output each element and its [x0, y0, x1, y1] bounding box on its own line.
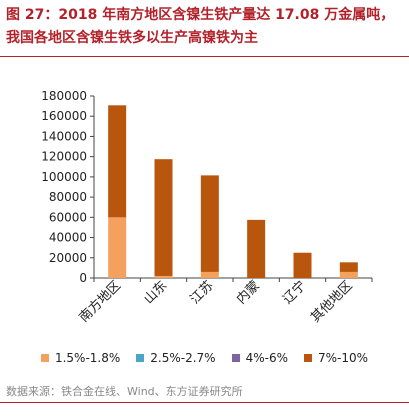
- y-tick-label: 20000: [49, 251, 87, 265]
- bar-segment: [339, 271, 358, 278]
- title-line-2: 我国各地区含镍生铁多以生产高镍铁为主: [6, 30, 258, 46]
- category-label: 江苏: [187, 278, 217, 308]
- title-line-1: 图 27：2018 年南方地区含镍生铁产量达 17.08 万金属吨，: [6, 7, 395, 23]
- bar-segment: [154, 159, 173, 276]
- source-note: 数据来源：铁合金在线、Wind、东方证券研究所: [6, 385, 243, 398]
- chart-legend: 1.5%-1.8% 2.5%-2.7% 4%-6% 7%-10%: [0, 348, 409, 368]
- y-tick-label: 140000: [41, 129, 87, 143]
- category-label: 山东: [141, 278, 170, 307]
- bar-segment: [154, 275, 173, 278]
- title-divider: [0, 56, 409, 57]
- legend-swatch: [136, 354, 145, 362]
- bar-segment: [247, 219, 266, 278]
- bar-segment: [339, 262, 358, 272]
- y-tick-label: 100000: [41, 170, 87, 184]
- y-tick-label: 180000: [41, 89, 87, 103]
- y-tick-label: 80000: [49, 190, 87, 204]
- legend-swatch: [231, 354, 240, 362]
- bottom-divider: [0, 402, 409, 403]
- legend-item: 7%-10%: [303, 351, 369, 365]
- bar-segment: [108, 105, 127, 218]
- legend-swatch: [40, 354, 49, 362]
- legend-label: 7%-10%: [317, 351, 369, 365]
- category-label: 辽宁: [280, 278, 310, 308]
- bar-segment: [200, 175, 219, 272]
- category-label: 内蒙: [233, 278, 263, 308]
- bar-segment: [200, 271, 219, 278]
- legend-item: 4%-6%: [231, 351, 288, 365]
- legend-label: 2.5%-2.7%: [150, 351, 216, 365]
- y-tick-label: 160000: [41, 109, 87, 123]
- figure-title: 图 27：2018 年南方地区含镍生铁产量达 17.08 万金属吨， 我国各地区…: [6, 4, 404, 50]
- y-tick-label: 60000: [49, 210, 87, 224]
- y-tick-label: 120000: [41, 150, 87, 164]
- y-tick-label: 40000: [49, 231, 87, 245]
- stacked-bar-chart: 0 20000 40000 60000 80000 100000 120000 140000 1…: [41, 89, 373, 326]
- legend-label: 1.5%-1.8%: [54, 351, 121, 365]
- bar-segment: [293, 252, 312, 278]
- category-label: 其他地区: [308, 278, 355, 325]
- legend-item: 2.5%-2.7%: [136, 351, 216, 365]
- y-tick-label: 0: [79, 271, 87, 285]
- bar-segment: [108, 217, 127, 278]
- legend-label: 4%-6%: [245, 351, 288, 365]
- legend-item: 1.5%-1.8%: [40, 351, 121, 365]
- legend-swatch: [303, 354, 312, 362]
